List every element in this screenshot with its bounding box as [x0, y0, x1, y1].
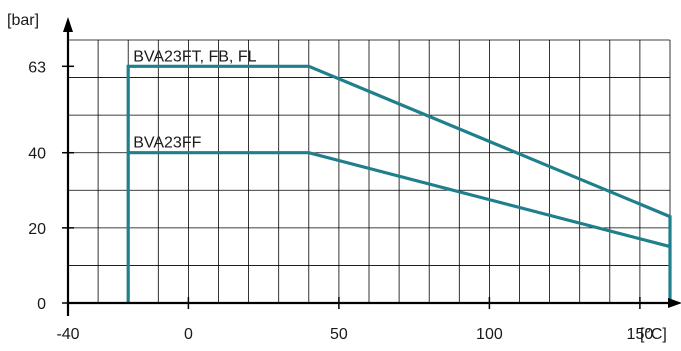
- y-tick-label: 20: [28, 221, 46, 238]
- y-axis-unit-label: [bar]: [7, 12, 39, 29]
- x-axis-arrow-icon: [668, 298, 681, 308]
- y-tick-label: 40: [28, 146, 46, 163]
- x-tick-label: 50: [330, 326, 348, 343]
- chart-series: [126, 64, 672, 303]
- series-label-bva23ff: BVA23FF: [133, 135, 201, 152]
- x-tick-label: 150: [627, 326, 654, 343]
- x-tick-label: 0: [184, 326, 193, 343]
- y-tick-label: 0: [37, 296, 46, 313]
- x-tick-label: 100: [476, 326, 503, 343]
- chart-ticks: -40 0 50 100 150 0 20 40 63: [28, 59, 653, 343]
- chart-axes: [63, 17, 681, 316]
- y-axis-arrow-icon: [63, 17, 73, 32]
- x-tick-label: -40: [56, 326, 79, 343]
- chart-grid: [68, 39, 671, 303]
- chart-labels: [bar] [°C] BVA23FT, FB, FL BVA23FF: [7, 12, 667, 343]
- y-tick-label: 63: [28, 59, 46, 76]
- series-line-1: [128, 151, 671, 249]
- x-axis-unit-label: [°C]: [640, 326, 667, 343]
- series-label-bva23ft-fb-fl: BVA23FT, FB, FL: [133, 48, 256, 65]
